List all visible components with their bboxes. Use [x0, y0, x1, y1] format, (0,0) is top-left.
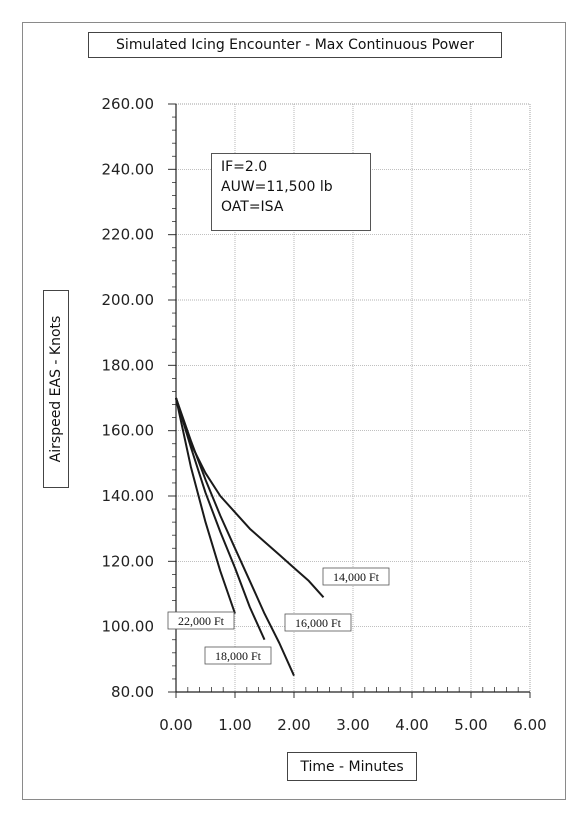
y-tick-label: 220.00	[102, 226, 155, 244]
x-tick-label: 1.00	[218, 716, 251, 734]
x-tick-label: 4.00	[395, 716, 428, 734]
chart-title: Simulated Icing Encounter - Max Continuo…	[88, 32, 502, 58]
series-labels: 22,000 Ft 18,000 Ft 16,000 Ft 14,000 Ft	[167, 567, 390, 665]
x-tick-label: 0.00	[159, 716, 192, 734]
series-label-box	[204, 646, 272, 665]
series-line	[175, 397, 266, 641]
y-tick-label: 160.00	[102, 422, 155, 440]
series-label: 16,000 Ft	[295, 616, 342, 630]
annotation-line-oat: OAT=ISA	[221, 199, 284, 215]
x-tick-labels: 0.00 1.00 2.00 3.00 4.00 5.00 6.00	[159, 716, 546, 734]
y-tick-label: 200.00	[102, 291, 155, 309]
series-label-box	[284, 613, 352, 632]
y-tick-label: 100.00	[102, 618, 155, 636]
series-lines	[175, 397, 325, 677]
y-axis-label-box: Airspeed EAS - Knots	[43, 290, 69, 488]
annotation-box: IF=2.0 AUW=11,500 lb OAT=ISA	[211, 153, 371, 231]
series-line	[175, 397, 236, 614]
x-tick-label: 5.00	[454, 716, 487, 734]
y-tick-label: 140.00	[102, 487, 155, 505]
y-tick-labels: 80.00 100.00 120.00 140.00 160.00 180.00 200.0…	[102, 95, 155, 701]
series-label: 14,000 Ft	[333, 570, 380, 584]
y-tick-label: 80.00	[111, 683, 154, 701]
y-tick-label: 260.00	[102, 95, 155, 113]
x-tick-label: 2.00	[277, 716, 310, 734]
chart-frame	[22, 22, 566, 800]
series-label-box	[167, 611, 235, 630]
series-label-box	[322, 567, 390, 586]
minor-ticks	[172, 116, 519, 692]
annotation-line-if: IF=2.0	[221, 159, 268, 175]
y-tick-label: 180.00	[102, 356, 155, 374]
series-line	[175, 397, 325, 598]
series-label: 22,000 Ft	[178, 614, 225, 628]
x-tick-label: 6.00	[513, 716, 546, 734]
y-axis-label: Airspeed EAS - Knots	[48, 315, 64, 463]
x-axis-label: Time - Minutes	[287, 752, 417, 781]
x-tick-label: 3.00	[336, 716, 369, 734]
series-label: 18,000 Ft	[215, 649, 262, 663]
y-tick-label: 240.00	[102, 160, 155, 178]
y-tick-label: 120.00	[102, 552, 155, 570]
annotation-line-auw: AUW=11,500 lb	[221, 179, 333, 195]
